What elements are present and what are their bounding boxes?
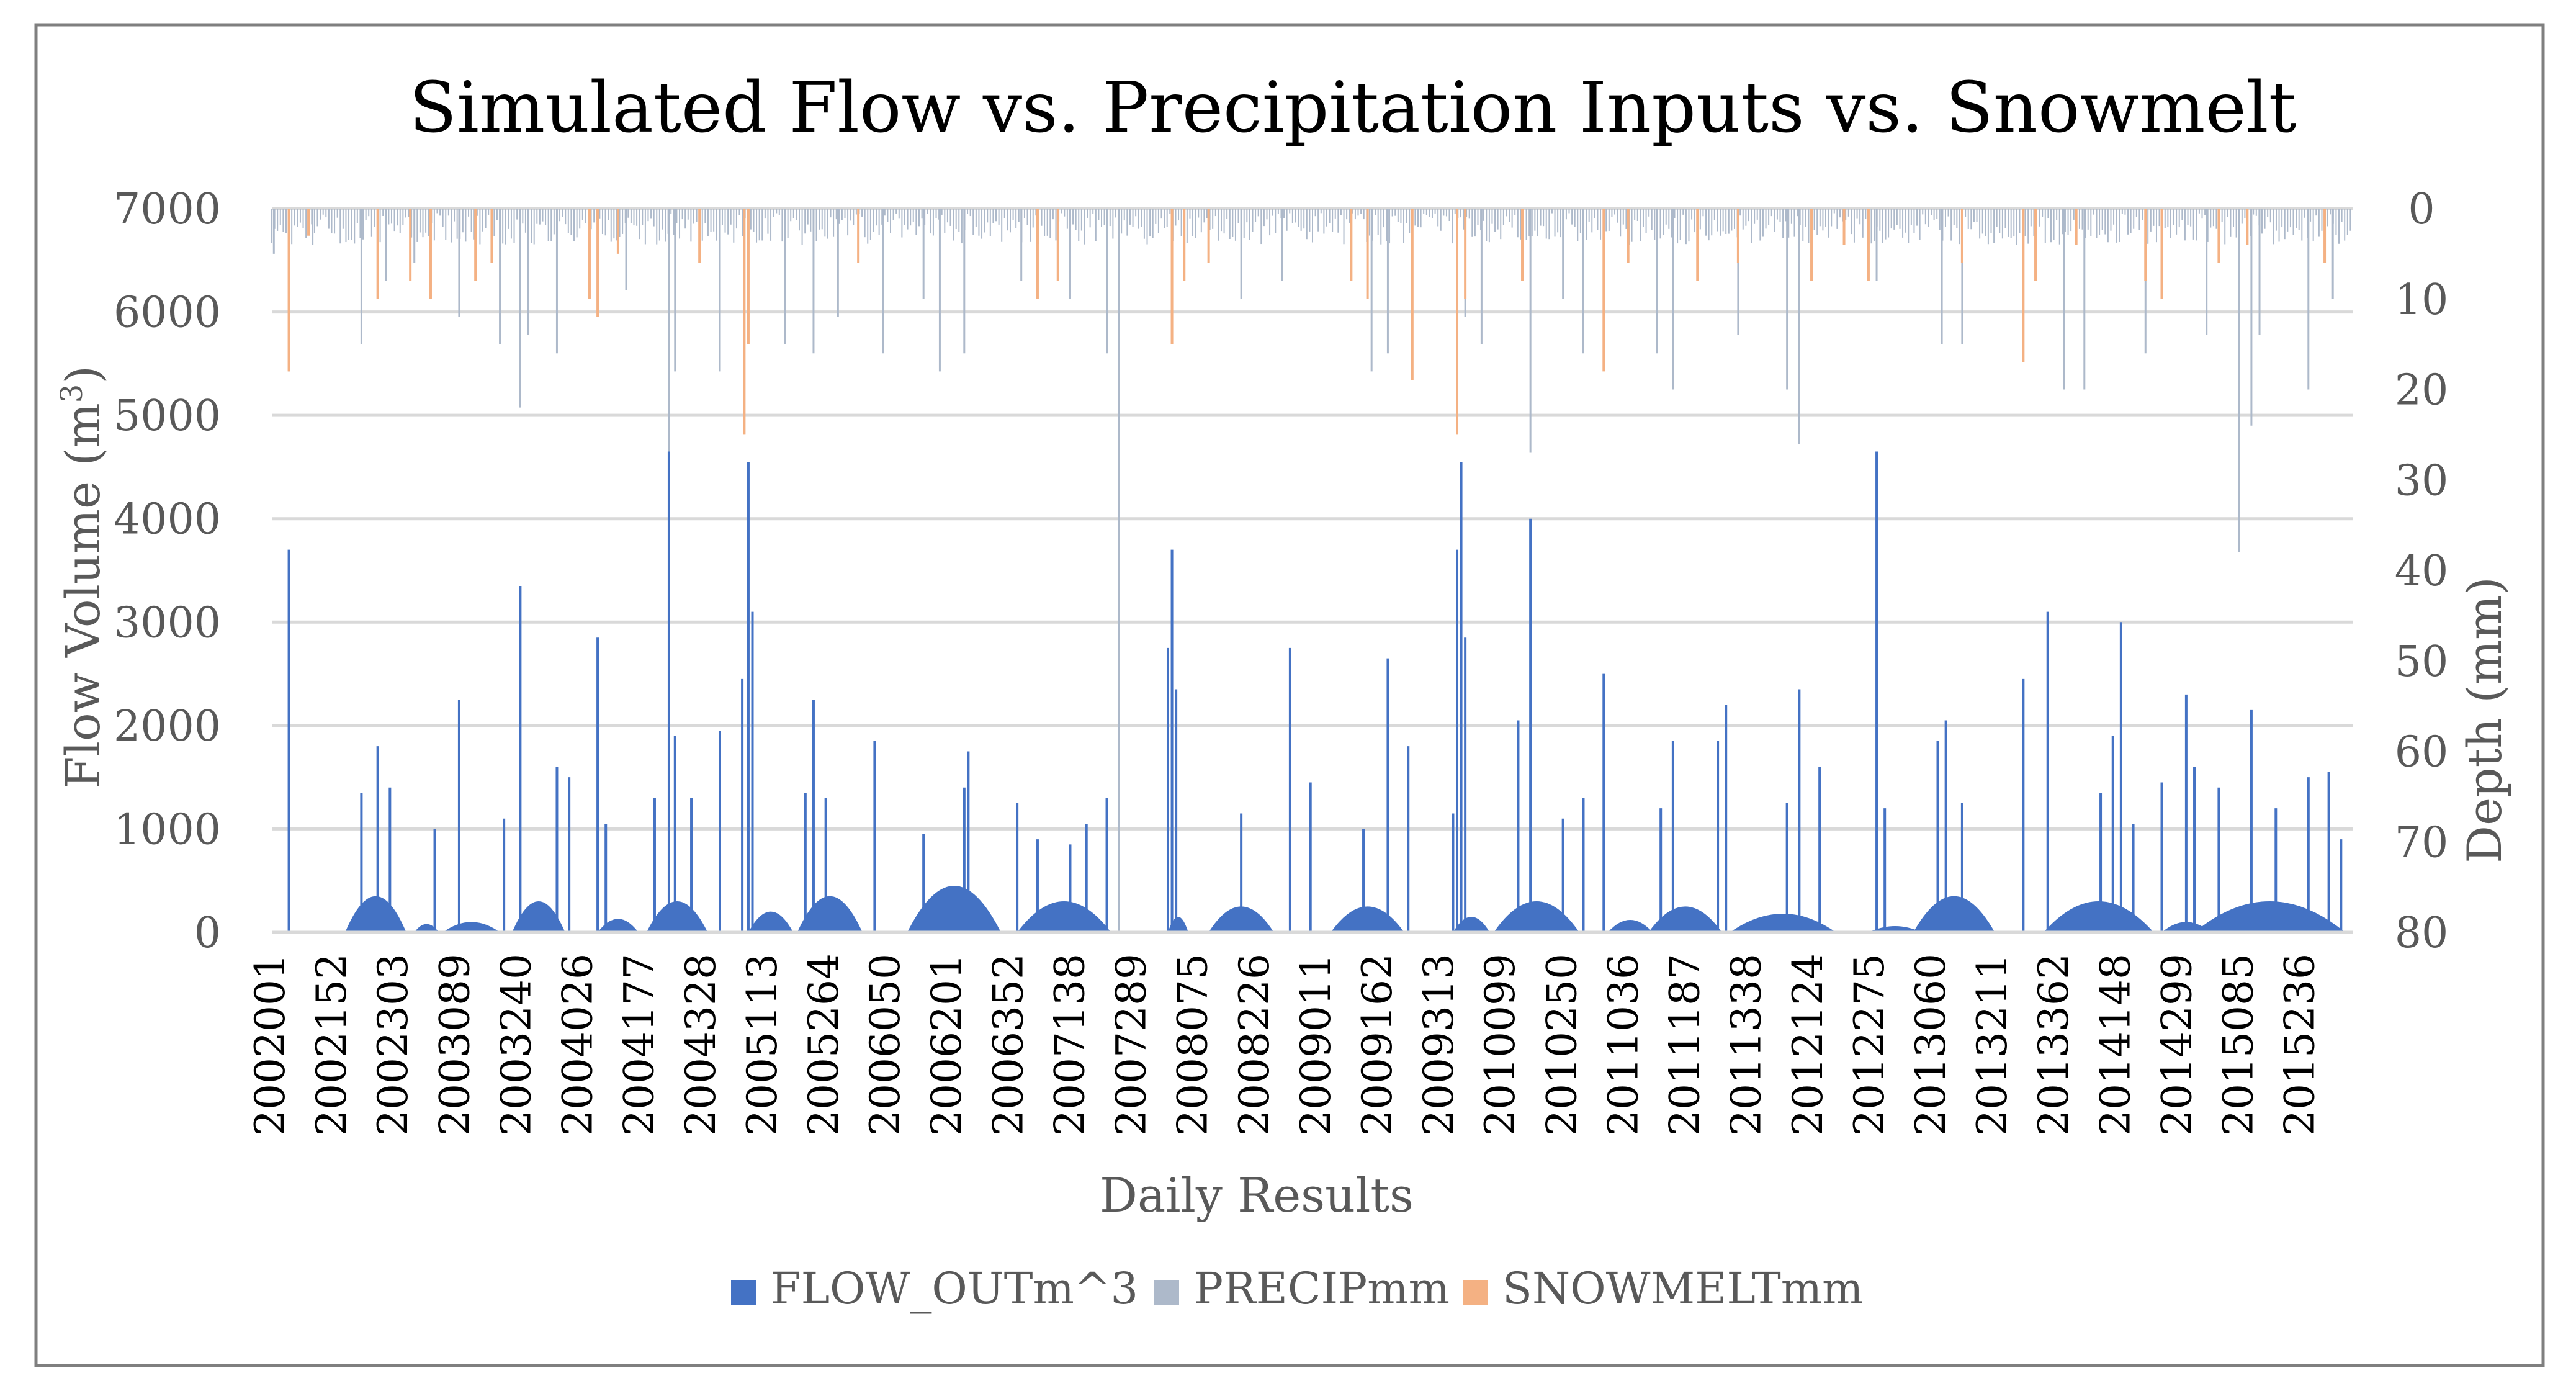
legend: FLOW_OUTm^3 PRECIPmm SNOWMELTmm [731, 1263, 1864, 1314]
x-tick-label: 2015085 [2215, 953, 2263, 1136]
x-tick-label: 2009313 [1415, 953, 1463, 1136]
x-tick-label: 2005113 [738, 953, 786, 1136]
flow-baseflow [1494, 901, 1579, 932]
left-tick-label: 1000 [114, 805, 221, 854]
flow-baseflow [907, 886, 1001, 932]
right-tick-label: 0 [2408, 185, 2435, 234]
x-tick-label: 2015236 [2276, 953, 2324, 1136]
x-tick-label: 2013362 [2030, 953, 2078, 1136]
right-tick-label: 60 [2395, 728, 2449, 777]
left-axis-title: Flow Volume (m3) [55, 366, 110, 789]
right-tick-label: 70 [2395, 818, 2449, 867]
flow-baseflow [1331, 906, 1404, 932]
left-tick-label: 7000 [114, 185, 221, 234]
x-tick-label: 2014148 [2091, 953, 2139, 1136]
x-tick-label: 2014299 [2153, 953, 2201, 1136]
flow-baseflow [1730, 914, 1836, 932]
left-tick-label: 3000 [114, 598, 221, 647]
x-tick-label: 2007138 [1046, 953, 1093, 1136]
legend-swatch-precip [1154, 1280, 1179, 1305]
right-tick-label: 10 [2395, 276, 2449, 325]
legend-swatch-flow [731, 1280, 756, 1305]
x-tick-label: 2010099 [1476, 953, 1524, 1136]
x-tick-label: 2009011 [1292, 953, 1340, 1136]
x-tick-label: 2012275 [1846, 953, 1893, 1136]
flow-baseflow [442, 922, 500, 932]
flow-baseflow [1648, 906, 1722, 932]
flow-baseflow [598, 919, 639, 932]
x-tick-label: 2003089 [431, 953, 478, 1136]
x-tick-label: 2012124 [1784, 953, 1832, 1136]
flow-baseflow [2044, 901, 2154, 932]
legend-label-snowmelt: SNOWMELTmm [1502, 1263, 1864, 1314]
x-tick-label: 2008075 [1169, 953, 1217, 1136]
chart-title: Simulated Flow vs. Precipitation Inputs … [409, 68, 2296, 148]
x-tick-label: 2007289 [1108, 953, 1156, 1136]
x-tick-label: 2010250 [1538, 953, 1586, 1136]
x-tick-label: 2006050 [861, 953, 909, 1136]
x-tick-label: 2011187 [1661, 953, 1709, 1136]
left-tick-label: 5000 [114, 392, 221, 441]
x-tick-label: 2003240 [492, 953, 540, 1136]
chart-frame [34, 23, 2545, 1367]
left-tick-label: 4000 [114, 495, 221, 544]
right-tick-label: 50 [2395, 637, 2449, 686]
flow-baseflow [1607, 920, 1653, 932]
x-tick-label: 2002303 [369, 953, 417, 1136]
left-axis-title-main: Flow Volume (m [55, 403, 110, 789]
flow-series [287, 451, 2345, 932]
legend-swatch-snowmelt [1463, 1280, 1488, 1305]
x-tick-label: 2011338 [1723, 953, 1770, 1136]
flow-baseflow [748, 911, 794, 932]
left-axis-title-close: ) [55, 366, 110, 384]
right-tick-label: 20 [2395, 366, 2449, 415]
x-tick-label: 2002001 [246, 953, 294, 1136]
right-axis-series [271, 209, 2351, 932]
left-tick-label: 0 [194, 909, 221, 958]
x-tick-label: 2002152 [308, 953, 356, 1136]
x-tick-label: 2013211 [1968, 953, 2016, 1136]
x-tick-label: 2004026 [554, 953, 602, 1136]
right-tick-label: 40 [2395, 547, 2449, 596]
x-axis-title: Daily Results [1100, 1168, 1414, 1223]
x-tick-label: 2009162 [1353, 953, 1401, 1136]
left-tick-label: 6000 [114, 289, 221, 338]
x-tick-label: 2013060 [1907, 953, 1955, 1136]
legend-label-flow: FLOW_OUTm^3 [771, 1263, 1138, 1314]
x-tick-label: 2005264 [800, 953, 848, 1136]
right-tick-label: 80 [2395, 909, 2449, 958]
flow-baseflow [1913, 896, 1995, 932]
flow-baseflow [414, 924, 439, 932]
right-tick-label: 30 [2395, 456, 2449, 505]
x-tick-label: 2006201 [923, 953, 971, 1136]
x-tick-label: 2011036 [1599, 953, 1647, 1136]
x-tick-label: 2006352 [984, 953, 1032, 1136]
axes: 0 1000 2000 3000 4000 5000 6000 7000 0 10 20 30 40 50… [114, 185, 2448, 1136]
x-tick-label: 2004177 [616, 953, 663, 1136]
legend-label-precip: PRECIPmm [1194, 1263, 1450, 1314]
left-tick-label: 2000 [114, 702, 221, 751]
right-axis-title: Depth (mm) [2457, 577, 2512, 863]
x-tick-label: 2004328 [677, 953, 725, 1136]
left-axis-title-sup: 3 [55, 384, 89, 403]
x-tick-label: 2008226 [1231, 953, 1278, 1136]
flow-baseflow [512, 901, 565, 932]
